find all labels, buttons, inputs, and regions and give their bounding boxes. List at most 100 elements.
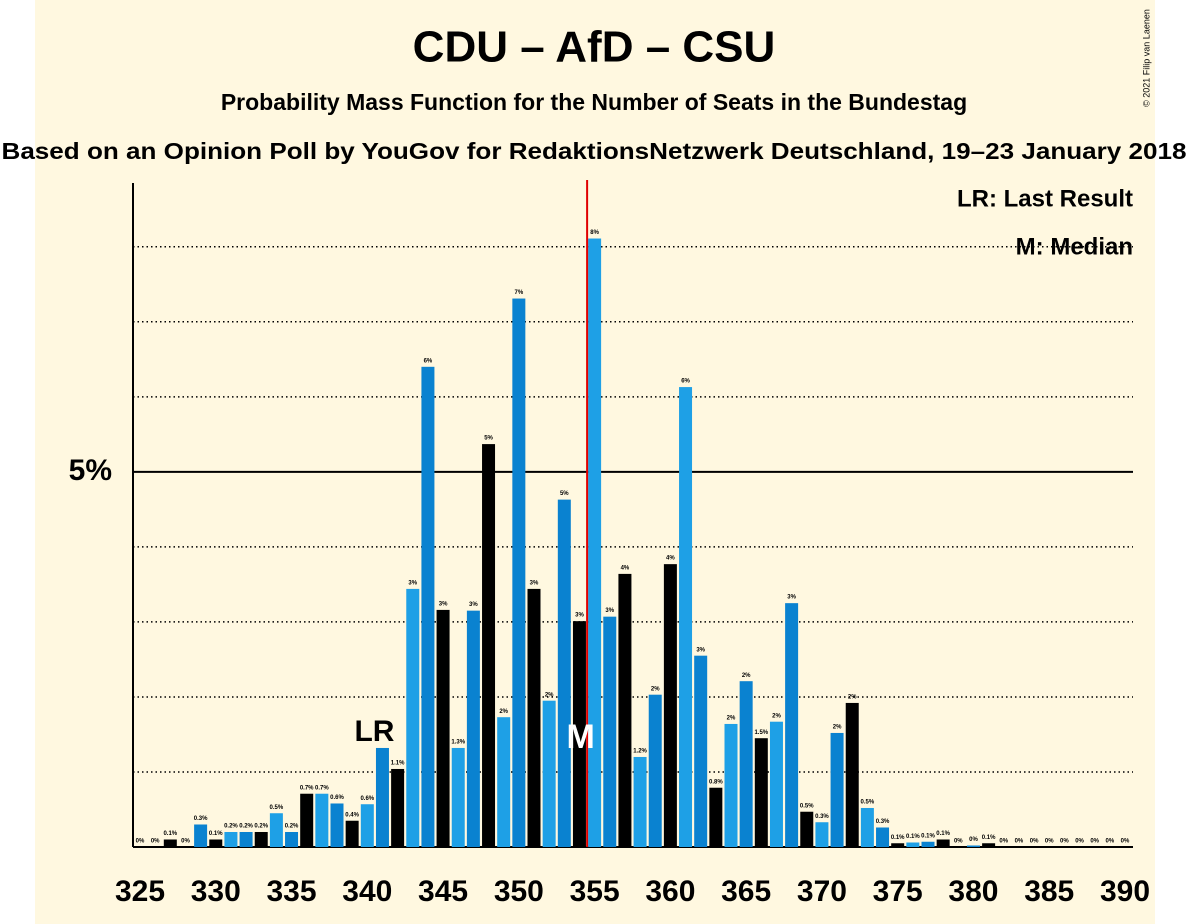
value-label: 0% [136, 839, 145, 845]
bar [345, 820, 359, 847]
bar [482, 444, 496, 847]
x-tick-label: 335 [267, 875, 317, 908]
bar [285, 831, 299, 847]
bar [815, 822, 829, 847]
bar [966, 845, 980, 847]
bar [739, 681, 753, 847]
value-label: 0.2% [285, 824, 299, 830]
value-label: 0% [969, 837, 978, 843]
value-label: 3% [605, 608, 614, 614]
value-label: 3% [696, 647, 705, 653]
bar [860, 807, 874, 847]
chart-subtitle: Probability Mass Function for the Number… [221, 89, 967, 115]
value-label: 4% [666, 556, 675, 562]
bar [845, 702, 859, 847]
chart-title: CDU – AfD – CSU [413, 23, 776, 72]
bar [330, 803, 344, 847]
bar [360, 804, 374, 847]
value-label: 0% [1075, 839, 1084, 845]
bar [466, 610, 480, 847]
value-label: 0.6% [360, 796, 374, 802]
bar [436, 609, 450, 847]
x-tick-label: 330 [191, 875, 241, 908]
value-label: 0.1% [921, 833, 935, 839]
value-label: 0% [1121, 839, 1130, 845]
value-label: 0.2% [239, 824, 253, 830]
value-label: 0.8% [709, 779, 723, 785]
legend-entry: LR: Last Result [957, 185, 1133, 212]
value-label: 3% [575, 613, 584, 619]
bar [315, 793, 329, 847]
x-tick-label: 380 [948, 875, 998, 908]
value-label: 0.1% [936, 831, 950, 837]
value-label: 0% [1045, 839, 1054, 845]
bar [921, 841, 935, 847]
bar [572, 621, 586, 847]
bar [754, 738, 768, 847]
bar [542, 700, 556, 847]
value-label: 3% [530, 580, 539, 586]
value-label: 0% [1030, 839, 1039, 845]
x-tick-label: 375 [873, 875, 923, 908]
bar [663, 564, 677, 847]
x-tick-label: 390 [1100, 875, 1150, 908]
value-label: 0.1% [982, 835, 996, 841]
value-label: 0.2% [224, 824, 238, 830]
x-tick-label: 325 [115, 875, 165, 908]
value-label: 0% [1090, 839, 1099, 845]
value-label: 6% [424, 358, 433, 364]
value-label: 3% [439, 601, 448, 607]
value-label: 1.2% [633, 749, 647, 755]
value-label: 2% [545, 692, 554, 698]
value-label: 6% [681, 379, 690, 385]
value-label: 2% [727, 716, 736, 722]
bar [375, 747, 389, 847]
bar [421, 366, 435, 847]
bar [239, 831, 253, 847]
value-label: 3% [408, 580, 417, 586]
bar [209, 839, 223, 847]
bar [709, 787, 723, 847]
value-label: 2% [742, 673, 751, 679]
bar [679, 387, 693, 847]
value-label: 0.5% [861, 800, 875, 806]
value-label: 0% [954, 839, 963, 845]
x-tick-label: 350 [494, 875, 544, 908]
bar [648, 694, 662, 847]
value-label: 1.1% [391, 761, 405, 767]
value-label: 0.1% [209, 831, 223, 837]
value-label: 7% [515, 290, 524, 296]
value-label: 0% [1015, 839, 1024, 845]
bar [724, 723, 738, 847]
last-result-label: LR [354, 715, 394, 748]
bar [224, 831, 238, 847]
value-label: 4% [621, 565, 630, 571]
bar [982, 843, 996, 847]
x-tick-label: 385 [1024, 875, 1074, 908]
bar [936, 839, 950, 847]
value-label: 0% [181, 839, 190, 845]
value-label: 1.3% [451, 740, 465, 746]
bar [800, 811, 814, 847]
bar [194, 824, 208, 847]
bar [512, 298, 526, 848]
bar [269, 813, 283, 847]
bar [618, 573, 632, 847]
value-label: 0% [999, 839, 1008, 845]
bar [876, 827, 890, 847]
value-label: 2% [499, 709, 508, 715]
chart-source: Based on an Opinion Poll by YouGov for R… [2, 138, 1187, 164]
value-label: 0.4% [345, 812, 359, 818]
value-label: 0% [1060, 839, 1069, 845]
bar [603, 616, 617, 847]
bar [891, 843, 905, 847]
bar [785, 603, 799, 847]
value-label: 0.3% [815, 814, 829, 820]
value-label: 5% [560, 491, 569, 497]
bar [527, 588, 541, 847]
bar [300, 793, 314, 847]
bar [830, 732, 844, 847]
value-label: 0.3% [194, 816, 208, 822]
value-label: 2% [833, 725, 842, 731]
